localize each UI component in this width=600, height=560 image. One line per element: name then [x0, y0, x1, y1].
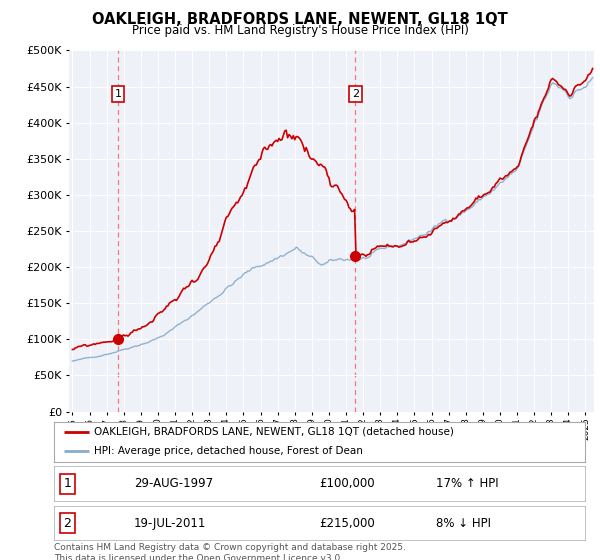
Text: 2: 2 [352, 88, 359, 99]
Text: 19-JUL-2011: 19-JUL-2011 [134, 516, 206, 530]
Text: 17% ↑ HPI: 17% ↑ HPI [436, 477, 499, 491]
Text: OAKLEIGH, BRADFORDS LANE, NEWENT, GL18 1QT (detached house): OAKLEIGH, BRADFORDS LANE, NEWENT, GL18 1… [94, 427, 454, 437]
Text: HPI: Average price, detached house, Forest of Dean: HPI: Average price, detached house, Fore… [94, 446, 362, 456]
Text: £215,000: £215,000 [320, 516, 375, 530]
Text: OAKLEIGH, BRADFORDS LANE, NEWENT, GL18 1QT: OAKLEIGH, BRADFORDS LANE, NEWENT, GL18 1… [92, 12, 508, 27]
Text: 8% ↓ HPI: 8% ↓ HPI [436, 516, 491, 530]
Text: Contains HM Land Registry data © Crown copyright and database right 2025.
This d: Contains HM Land Registry data © Crown c… [54, 543, 406, 560]
Text: 1: 1 [64, 477, 71, 491]
Text: 2: 2 [64, 516, 71, 530]
Text: 29-AUG-1997: 29-AUG-1997 [134, 477, 213, 491]
Text: 1: 1 [115, 88, 121, 99]
Text: Price paid vs. HM Land Registry's House Price Index (HPI): Price paid vs. HM Land Registry's House … [131, 24, 469, 36]
Text: £100,000: £100,000 [320, 477, 375, 491]
